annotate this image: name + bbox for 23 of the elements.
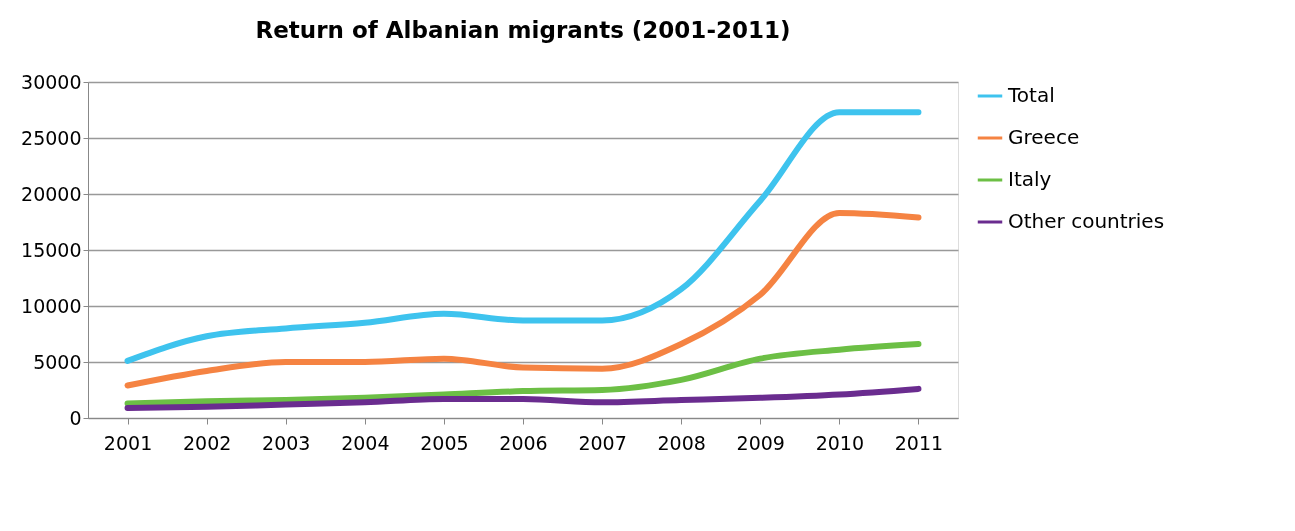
x-tick-label: 2007 bbox=[578, 431, 627, 454]
x-tick-label: 2010 bbox=[815, 431, 865, 454]
x-tick-label: 2004 bbox=[341, 431, 390, 454]
y-tick-label: 25000 bbox=[21, 126, 82, 149]
legend-label: Total bbox=[1007, 83, 1055, 107]
legend-label: Greece bbox=[1008, 125, 1080, 149]
y-tick-label: 30000 bbox=[21, 70, 82, 93]
x-tick-label: 2006 bbox=[499, 431, 548, 454]
x-tick-label: 2002 bbox=[182, 431, 232, 454]
chart-title: Return of Albanian migrants (2001-2011) bbox=[255, 17, 791, 43]
legend-label: Other countries bbox=[1008, 209, 1165, 233]
y-tick-label: 20000 bbox=[21, 182, 82, 205]
y-tick-label: 10000 bbox=[21, 294, 82, 317]
legend-label: Italy bbox=[1008, 167, 1052, 191]
x-tick-label: 2009 bbox=[736, 431, 785, 454]
y-tick-label: 0 bbox=[69, 406, 82, 429]
x-tick-label: 2008 bbox=[657, 431, 706, 454]
y-tick-label: 5000 bbox=[33, 350, 82, 373]
y-tick-label: 15000 bbox=[21, 238, 82, 261]
x-tick-label: 2005 bbox=[420, 431, 469, 454]
x-tick-label: 2001 bbox=[103, 431, 153, 454]
x-tick-label: 2003 bbox=[262, 431, 311, 454]
x-tick-label: 2011 bbox=[894, 431, 944, 454]
